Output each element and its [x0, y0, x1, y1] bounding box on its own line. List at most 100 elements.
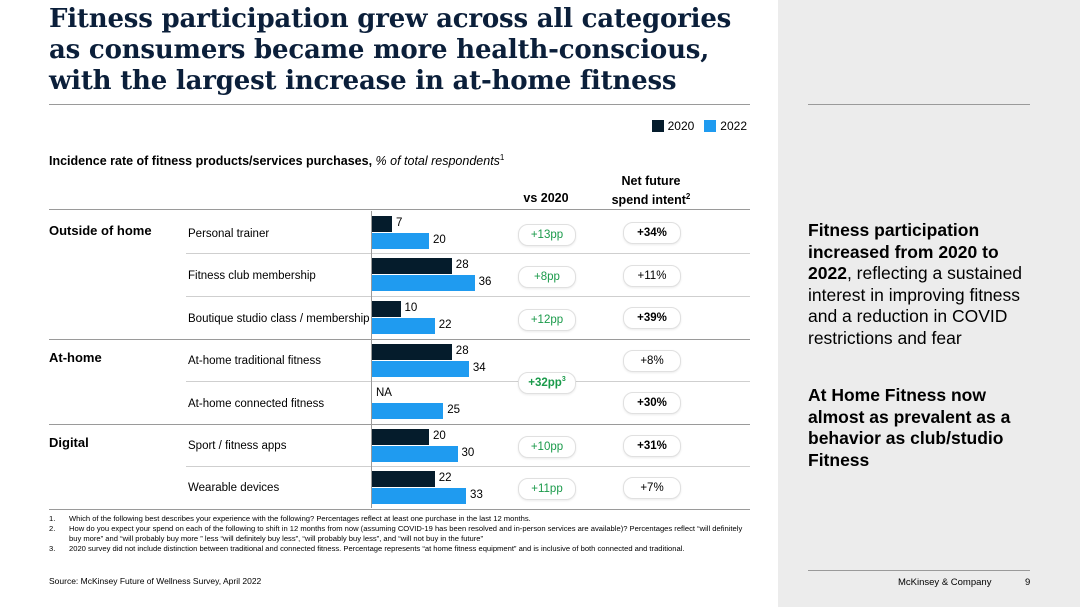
sidebar-takeaway-2-bold: At Home Fitness now almost as prevalent …	[808, 385, 1011, 470]
intent-pill-fitness-club: +11%	[623, 265, 681, 287]
sidebar-takeaway-1: Fitness participation increased from 202…	[808, 220, 1038, 349]
footnote-3: 3. 2020 survey did not include distinctio…	[49, 544, 749, 554]
row-label-wearables: Wearable devices	[188, 482, 280, 494]
value-label-2020-at-home-traditional: 28	[455, 345, 469, 357]
vs2020-pill-sport-apps: +10pp	[518, 436, 576, 458]
intent-pill-at-home-traditional: +8%	[623, 350, 681, 372]
value-label-2022-at-home-traditional: 34	[472, 362, 486, 374]
legend-swatch-2022	[704, 120, 717, 132]
footnote-text: Which of the following best describes yo…	[69, 514, 531, 523]
legend-label-2022: 2022	[720, 119, 747, 133]
vs2020-pill-personal-trainer: +13pp	[518, 224, 576, 246]
legend-item-2022: 2022	[704, 119, 747, 133]
intent-pill-sport-apps: +31%	[623, 435, 681, 457]
bar-2020-personal-trainer	[372, 216, 392, 232]
bar-2022-sport-apps	[372, 446, 458, 462]
value-label-2020-wearables: 22	[438, 472, 452, 484]
column-header-spend-intent-line1: Net future	[621, 174, 681, 188]
column-header-spend-intent-footnote-ref: 2	[685, 192, 691, 201]
footnote-1: 1. Which of the following best describes …	[49, 514, 749, 524]
value-label-2020-personal-trainer: 7	[395, 217, 403, 229]
group-label-outside-home: Outside of home	[49, 223, 152, 238]
group-label-at-home: At-home	[49, 350, 102, 365]
column-header-spend-intent-text: spend intent	[611, 193, 686, 208]
bar-2020-boutique-studio	[372, 301, 401, 317]
column-header-spend-intent-line2: spend intent2	[602, 189, 700, 208]
bar-2020-fitness-club	[372, 258, 452, 274]
bar-2022-boutique-studio	[372, 318, 435, 334]
footnote-number: 1.	[49, 514, 56, 523]
intent-pill-boutique-studio: +39%	[623, 307, 681, 329]
value-label-2022-personal-trainer: 20	[433, 234, 446, 246]
intent-pill-wearables: +7%	[623, 477, 681, 499]
chart-subtitle-bold: Incidence rate of fitness products/servi…	[49, 154, 373, 169]
value-label-2022-at-home-connected: 25	[447, 404, 461, 416]
bar-2022-at-home-traditional	[372, 361, 469, 377]
sidebar-takeaway-1-bold: Fitness participation increased from 202…	[808, 220, 999, 283]
sidebar-footer-divider	[808, 570, 1030, 571]
vs2020-pill-fitness-club: +8pp	[518, 266, 576, 288]
bar-2020-wearables	[372, 471, 435, 487]
value-label-2022-boutique-studio: 22	[438, 319, 452, 331]
sidebar-takeaway-2: At Home Fitness now almost as prevalent …	[808, 385, 1038, 471]
bar-chart-axis	[371, 211, 372, 508]
legend-label-2020: 2020	[667, 119, 695, 133]
value-label-2022-fitness-club: 36	[478, 276, 492, 288]
group-divider	[49, 339, 750, 340]
sidebar-takeaway-1-rest: , reflecting a sustained interest in imp…	[808, 263, 1023, 348]
row-divider	[186, 296, 750, 297]
bar-2020-at-home-traditional	[372, 344, 452, 360]
row-divider	[186, 381, 750, 382]
value-label-2020-boutique-studio: 10	[404, 302, 418, 314]
row-label-fitness-club: Fitness club membership	[188, 270, 316, 282]
footnote-text: 2020 survey did not include distinction …	[69, 544, 685, 553]
row-label-at-home-traditional: At-home traditional fitness	[188, 355, 321, 367]
bar-2022-wearables	[372, 488, 467, 504]
vs2020-pill-wearables: +11pp	[518, 478, 576, 500]
bar-2022-fitness-club	[372, 275, 475, 291]
row-divider	[186, 253, 750, 254]
value-label-2020-at-home-connected: NA	[376, 387, 392, 399]
value-label-2020-sport-apps: 20	[433, 430, 446, 442]
footnote-text: How do you expect your spend on each of …	[69, 524, 743, 543]
slide-title: Fitness participation grew across all ca…	[49, 4, 732, 96]
vs2020-pill-boutique-studio: +12pp	[518, 309, 576, 331]
group-divider	[49, 424, 750, 425]
footnotes: 1. Which of the following best describes …	[49, 514, 749, 554]
intent-pill-personal-trainer: +34%	[623, 222, 681, 244]
chart-legend: 2020 2022	[642, 119, 747, 133]
bar-2022-at-home-connected	[372, 403, 444, 419]
group-label-digital: Digital	[49, 435, 89, 450]
intent-pill-at-home-connected: +30%	[623, 392, 681, 414]
vs2020-pill-at-home-footnote-ref: 3	[561, 376, 566, 384]
value-label-2022-sport-apps: 30	[461, 447, 475, 459]
footnote-number: 3.	[49, 544, 56, 553]
chart-subtitle: Incidence rate of fitness products/servi…	[49, 153, 504, 168]
sidebar-panel	[778, 0, 1080, 607]
column-header-vs2020: vs 2020	[523, 191, 569, 205]
row-label-at-home-connected: At-home connected fitness	[188, 398, 325, 410]
value-label-2022-wearables: 33	[470, 489, 483, 501]
sidebar-divider	[808, 104, 1030, 105]
row-label-boutique-studio: Boutique studio class / membership	[188, 313, 370, 325]
table-bottom-divider	[49, 509, 750, 510]
column-header-spend-intent: Net future spend intent2	[602, 173, 700, 208]
vs2020-pill-at-home: +32pp3	[518, 372, 576, 394]
legend-item-2020: 2020	[651, 119, 695, 133]
chart-subtitle-footnote-ref: 1	[499, 153, 505, 162]
chart-subtitle-unit: % of total respondents	[375, 154, 500, 169]
page-number: 9	[1025, 577, 1031, 588]
row-label-sport-apps: Sport / fitness apps	[188, 440, 287, 452]
footnote-number: 2.	[49, 524, 56, 533]
title-divider	[49, 104, 750, 105]
footnote-2: 2. How do you expect your spend on each o…	[49, 524, 749, 544]
legend-swatch-2020	[651, 120, 664, 132]
vs2020-pill-at-home-value: +32pp	[528, 377, 562, 389]
bar-2022-personal-trainer	[372, 233, 429, 249]
bar-2020-sport-apps	[372, 429, 429, 445]
value-label-2020-fitness-club: 28	[455, 259, 469, 271]
brand-name: McKinsey & Company	[898, 577, 992, 588]
row-divider	[186, 466, 750, 467]
row-label-personal-trainer: Personal trainer	[188, 228, 270, 240]
source-note: Source: McKinsey Future of Wellness Surv…	[49, 576, 262, 586]
